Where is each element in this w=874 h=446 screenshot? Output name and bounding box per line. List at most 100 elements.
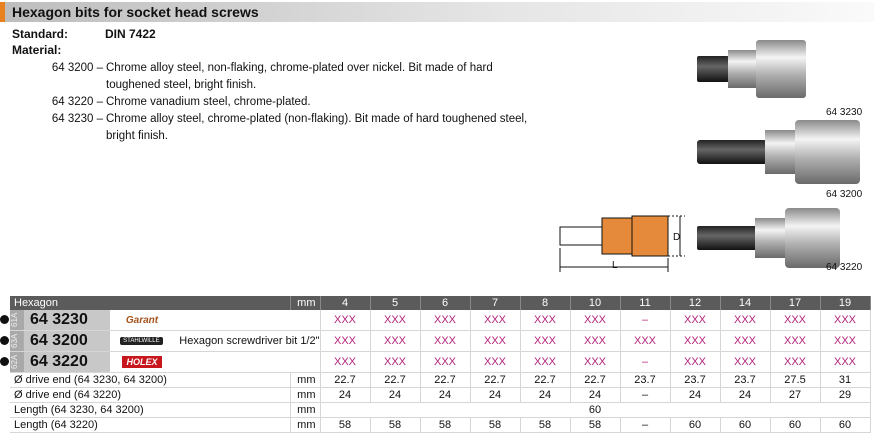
product-cell: 61A 64 3230 Garant	[0, 310, 321, 331]
size: 5	[370, 296, 421, 310]
cell: XXX	[320, 310, 371, 331]
size: 11	[620, 296, 671, 310]
size: 8	[520, 296, 571, 310]
cell: 29	[820, 387, 871, 403]
cell: 60	[320, 402, 871, 418]
cell: XXX	[470, 310, 521, 331]
size: 17	[770, 296, 821, 310]
cell: XXX	[570, 351, 621, 373]
cell: 23.7	[670, 372, 721, 388]
brand-logo: STAHLWILLE	[110, 331, 174, 351]
brand: HOLEX	[122, 356, 162, 368]
cell: XXX	[320, 351, 371, 373]
row-unit: mm	[290, 402, 321, 418]
cell: 24	[670, 387, 721, 403]
cell: 60	[820, 417, 871, 433]
material-text: Chrome vanadium steel, chrome-plated.	[106, 96, 311, 108]
row-label: Ø drive end (64 3220)	[10, 387, 291, 403]
cell: XXX	[420, 351, 471, 373]
cell: 58	[320, 417, 371, 433]
cell: XXX	[470, 351, 521, 373]
material-code: 64 3200 –	[51, 62, 103, 74]
cell: 60	[720, 417, 771, 433]
cell: XXX	[370, 330, 421, 352]
cell: 24	[470, 387, 521, 403]
cell: 22.7	[570, 372, 621, 388]
spec-row: Length (64 3230, 64 3200) mm 60	[10, 402, 871, 418]
cell: XXX	[670, 351, 721, 373]
cell: –	[620, 417, 671, 433]
brand-logo: HOLEX	[110, 352, 174, 372]
cell: XXX	[720, 351, 771, 373]
row-label: Length (64 3220)	[10, 417, 291, 433]
cell: 24	[370, 387, 421, 403]
brand: Garant	[125, 314, 159, 326]
size: 4	[320, 296, 371, 310]
header-unit: mm	[290, 296, 321, 310]
product-cell: 63A 64 3200 STAHLWILLE Hexagon screwdriver …	[0, 330, 321, 352]
cell: 27.5	[770, 372, 821, 388]
cell: 23.7	[720, 372, 771, 388]
cell: 60	[670, 417, 721, 433]
image-label: 64 3230	[826, 107, 863, 118]
material: 64 3230 – Chrome alloy steel, chrome-plat…	[0, 111, 540, 145]
product-info: 63A 64 3200 STAHLWILLE Hexagon screwdriver …	[0, 331, 320, 351]
cell: XXX	[420, 310, 471, 331]
cell: XXX	[520, 330, 571, 352]
cell: XXX	[770, 330, 821, 352]
title: Hexagon bits for socket head screws	[12, 4, 259, 20]
product-row: 63A 64 3200 STAHLWILLE Hexagon screwdriver …	[0, 330, 871, 352]
row-unit: mm	[290, 372, 321, 388]
image-label: 64 3220	[826, 262, 863, 273]
bullet	[0, 357, 9, 366]
description: Hexagon screwdriver bit 1/2"	[179, 335, 320, 347]
cell: XXX	[570, 330, 621, 352]
row-label: Length (64 3230, 64 3200)	[10, 402, 291, 418]
cell: 22.7	[520, 372, 571, 388]
header-row: Hexagon mm 4 5 6 7 8 10 11 12 14 17 19	[10, 296, 871, 310]
material-text: Chrome alloy steel, non-flaking, chrome-…	[106, 62, 493, 91]
bullet	[0, 315, 9, 324]
header-label: Hexagon	[10, 296, 291, 310]
cell: XXX	[620, 330, 671, 352]
drawing-l: L	[612, 260, 618, 271]
cell: XXX	[320, 330, 371, 352]
cell: XXX	[770, 310, 821, 331]
standard: DIN 7422	[105, 27, 156, 41]
product-code: 64 3230	[24, 310, 110, 330]
cell: 24	[320, 387, 371, 403]
brand-logo: Garant	[110, 310, 174, 330]
cell: 22.7	[470, 372, 521, 388]
bullet	[0, 336, 9, 345]
product-info: 61A 64 3230 Garant	[0, 310, 320, 330]
cell: XXX	[720, 310, 771, 331]
row-unit: mm	[290, 387, 321, 403]
cell: XXX	[720, 330, 771, 352]
cell: 60	[770, 417, 821, 433]
row-label: Ø drive end (64 3230, 64 3200)	[10, 372, 291, 388]
material-label: Material:	[12, 43, 62, 57]
cell: XXX	[520, 310, 571, 331]
cell: XXX	[520, 351, 571, 373]
cell: XXX	[370, 310, 421, 331]
cell: 24	[420, 387, 471, 403]
cell: 22.7	[420, 372, 471, 388]
materials: 64 3200 – Chrome alloy steel, non-flaking…	[0, 60, 540, 145]
cell: 22.7	[370, 372, 421, 388]
product-tag: 61A	[10, 310, 24, 330]
spec-row: Ø drive end (64 3220) mm 24 24 24 24 24 24–24 24…	[10, 387, 871, 403]
standard-label: Standard:	[12, 27, 69, 41]
cell: XXX	[770, 351, 821, 373]
cell: 24	[720, 387, 771, 403]
cell: 24	[570, 387, 621, 403]
size: 12	[670, 296, 721, 310]
material-code: 64 3230 –	[51, 113, 103, 125]
cell: XXX	[420, 330, 471, 352]
product-cell: 62A 64 3220 HOLEX	[0, 351, 321, 373]
size: 14	[720, 296, 771, 310]
cell: XXX	[820, 351, 871, 373]
spec-row: Length (64 3220) mm 58 58 58 58 58 58–60 60 60 60	[10, 417, 871, 433]
cell: XXX	[570, 310, 621, 331]
product-images	[559, 40, 860, 272]
